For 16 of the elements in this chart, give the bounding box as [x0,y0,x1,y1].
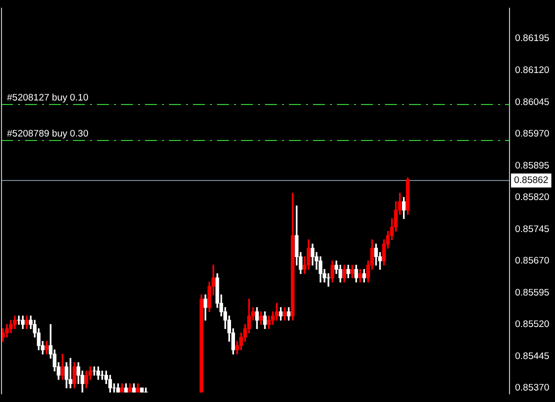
y-tick-label: 0.85520 [515,319,550,330]
y-tick-label: 0.85445 [515,350,550,362]
y-tick-label: 0.85895 [515,160,550,172]
ref-line-label: #5208789 buy 0.30 [7,128,88,140]
ref-line-label: 0.85862 [514,175,548,186]
y-tick-label: 0.85670 [515,256,550,267]
y-tick-label: 0.85820 [515,192,550,204]
y-tick-label: 0.85745 [515,224,550,235]
y-tick-label: 0.86195 [515,33,550,44]
y-tick-label: 0.85595 [515,287,550,298]
ref-line-label: #5208127 buy 0.10 [7,92,88,104]
y-tick-label: 0.86120 [515,64,550,76]
candlestick [140,388,144,393]
y-tick-label: 0.86045 [515,96,550,108]
y-tick-label: 0.85370 [515,382,550,394]
y-tick-label: 0.85970 [515,128,550,140]
